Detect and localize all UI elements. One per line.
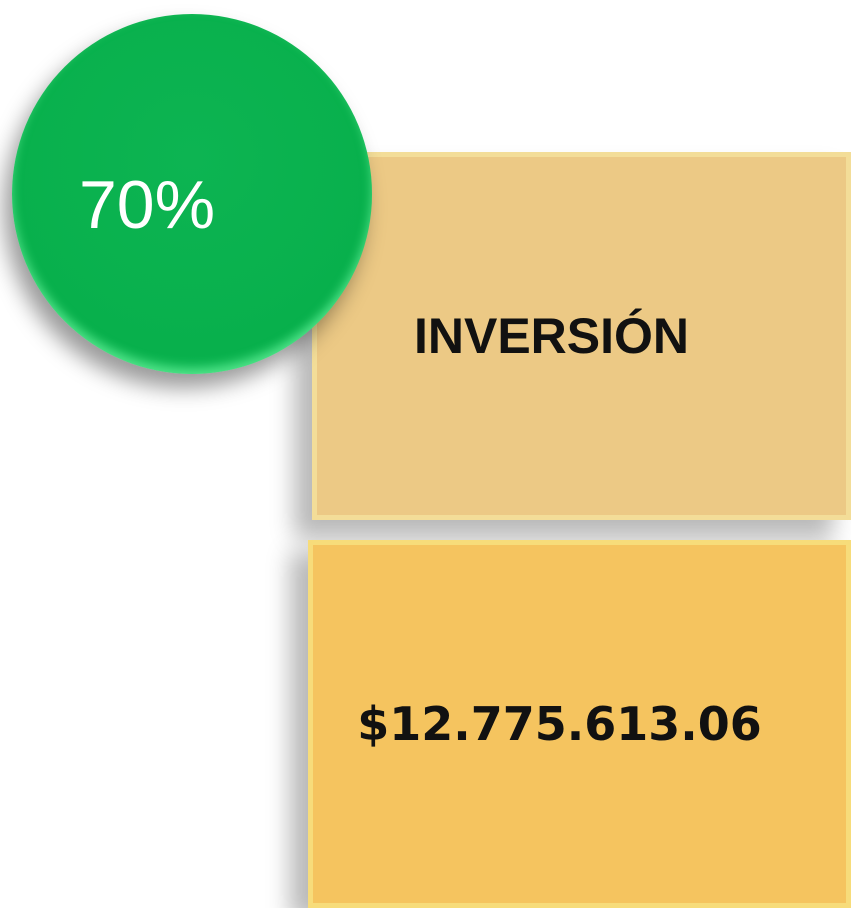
percent-badge: 70% — [12, 14, 372, 374]
title-card: INVERSIÓN — [312, 152, 851, 520]
card-amount: $12.775.613.06 — [357, 697, 762, 751]
card-title: INVERSIÓN — [413, 308, 690, 364]
badge-label: 70% — [78, 167, 216, 243]
amount-card: $12.775.613.06 — [308, 540, 851, 908]
